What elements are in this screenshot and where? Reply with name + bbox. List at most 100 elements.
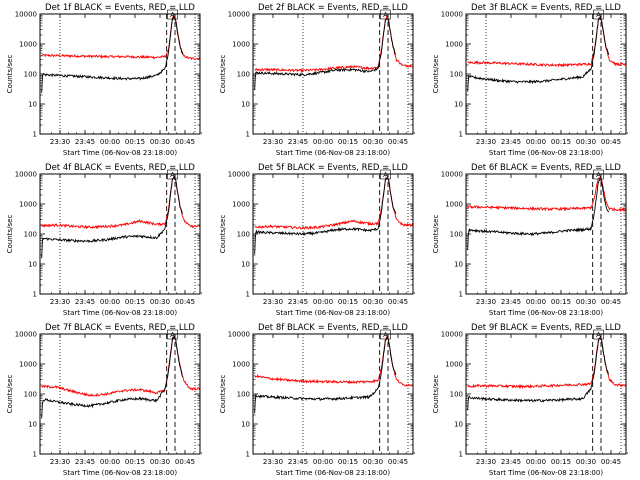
x-axis-label: Start Time (06-Nov-08 23:18:00)	[489, 149, 603, 157]
panel-title: Det 7f BLACK = Events, RED = LLD	[45, 323, 195, 333]
y-tick-label: 10	[454, 421, 463, 429]
x-tick-label: 00:00	[526, 138, 546, 146]
panel-det8: Det 8f BLACK = Events, RED = LLD Counts/s…	[219, 323, 415, 477]
panel-title: Det 1f BLACK = Events, RED = LLD	[45, 3, 195, 13]
y-tick-label: 1000	[445, 41, 463, 49]
x-tick-label: 00:45	[601, 138, 621, 146]
y-axis-label: Counts/sec	[6, 215, 14, 254]
x-tick-label: 00:00	[313, 138, 333, 146]
panel-title: Det 9f BLACK = Events, RED = LLD	[471, 323, 621, 333]
x-tick-label: 23:30	[476, 458, 496, 466]
y-tick-label: 1000	[232, 41, 250, 49]
x-tick-label: 23:45	[501, 458, 521, 466]
x-tick-label: 00:45	[388, 298, 408, 306]
y-tick-label: 1000	[445, 361, 463, 369]
x-tick-label: 00:00	[526, 298, 546, 306]
x-tick-label: 23:45	[75, 298, 95, 306]
x-tick-label: 00:15	[338, 138, 358, 146]
y-tick-label: 10	[454, 261, 463, 269]
events-series-line	[41, 175, 184, 259]
panel-title: Det 5f BLACK = Events, RED = LLD	[258, 163, 408, 173]
y-axis-label: Counts/sec	[219, 55, 227, 94]
x-tick-label: 23:30	[50, 138, 70, 146]
y-tick-label: 10000	[15, 331, 37, 339]
y-tick-label: 1	[459, 291, 463, 299]
lld-series-line	[254, 336, 414, 387]
plot-frame	[465, 333, 627, 455]
x-tick-label: 00:00	[100, 298, 120, 306]
events-series-line	[41, 336, 184, 419]
lld-series-line	[254, 15, 413, 74]
lld-series-line	[467, 176, 627, 213]
x-tick-label: 00:30	[150, 458, 170, 466]
y-axis-label: Counts/sec	[432, 215, 440, 254]
x-tick-label: 23:30	[50, 298, 70, 306]
lld-series-line	[41, 177, 201, 230]
y-tick-label: 1	[246, 291, 250, 299]
y-tick-label: 10000	[228, 171, 250, 179]
x-tick-label: 00:00	[313, 298, 333, 306]
y-axis-label: Counts/sec	[219, 215, 227, 254]
y-tick-label: 100	[237, 231, 250, 239]
peak-annotation: A	[596, 11, 601, 19]
y-tick-label: 1	[459, 451, 463, 459]
panel-det4: Det 4f BLACK = Events, RED = LLD Counts/s…	[6, 163, 202, 317]
y-tick-label: 10000	[441, 331, 463, 339]
y-tick-label: 100	[450, 391, 463, 399]
x-axis-label: Start Time (06-Nov-08 23:18:00)	[489, 469, 603, 477]
peak-annotation: A	[596, 331, 601, 339]
y-tick-label: 100	[450, 231, 463, 239]
panel-det5: Det 5f BLACK = Events, RED = LLD Counts/s…	[219, 163, 415, 317]
peak-annotation: A	[170, 171, 175, 179]
x-tick-label: 23:30	[476, 298, 496, 306]
y-tick-label: 10	[28, 101, 37, 109]
y-tick-label: 100	[24, 71, 37, 79]
x-tick-label: 00:15	[338, 458, 358, 466]
x-tick-label: 23:30	[476, 138, 496, 146]
x-axis-label: Start Time (06-Nov-08 23:18:00)	[489, 309, 603, 317]
peak-annotation: A	[383, 171, 388, 179]
y-tick-label: 10	[454, 101, 463, 109]
y-tick-label: 100	[237, 71, 250, 79]
peak-annotation: A	[170, 331, 175, 339]
plot-frame	[252, 173, 414, 295]
y-tick-label: 1	[33, 451, 37, 459]
y-tick-label: 1000	[445, 201, 463, 209]
events-series-line	[467, 176, 610, 250]
panel-title: Det 6f BLACK = Events, RED = LLD	[471, 163, 621, 173]
plot-frame	[465, 173, 627, 295]
x-tick-label: 00:30	[576, 458, 596, 466]
y-tick-label: 10	[241, 261, 250, 269]
x-tick-label: 00:30	[150, 298, 170, 306]
peak-annotation: A	[596, 171, 601, 179]
x-tick-label: 00:15	[551, 458, 571, 466]
peak-annotation: A	[383, 331, 388, 339]
y-tick-label: 1000	[19, 201, 37, 209]
x-tick-label: 00:30	[576, 138, 596, 146]
y-axis-label: Counts/sec	[432, 375, 440, 414]
x-tick-label: 00:45	[175, 458, 195, 466]
x-tick-label: 00:30	[576, 298, 596, 306]
y-tick-label: 1	[246, 451, 250, 459]
y-tick-label: 10	[28, 421, 37, 429]
plot-frame	[39, 13, 201, 135]
peak-annotation: A	[170, 11, 175, 19]
x-tick-label: 00:45	[388, 138, 408, 146]
x-tick-label: 23:30	[50, 458, 70, 466]
x-tick-label: 00:00	[100, 458, 120, 466]
panel-title: Det 2f BLACK = Events, RED = LLD	[258, 3, 408, 13]
x-tick-label: 00:00	[100, 138, 120, 146]
x-axis-label: Start Time (06-Nov-08 23:18:00)	[276, 309, 390, 317]
x-tick-label: 23:45	[288, 138, 308, 146]
y-tick-label: 10000	[15, 171, 37, 179]
y-tick-label: 1000	[232, 361, 250, 369]
x-tick-label: 00:15	[125, 138, 145, 146]
events-series-line	[467, 15, 610, 92]
x-axis-label: Start Time (06-Nov-08 23:18:00)	[276, 149, 390, 157]
x-tick-label: 00:30	[150, 138, 170, 146]
x-tick-label: 00:30	[363, 138, 383, 146]
x-tick-label: 23:45	[501, 298, 521, 306]
peak-annotation: A	[383, 11, 388, 19]
y-tick-label: 10	[241, 421, 250, 429]
